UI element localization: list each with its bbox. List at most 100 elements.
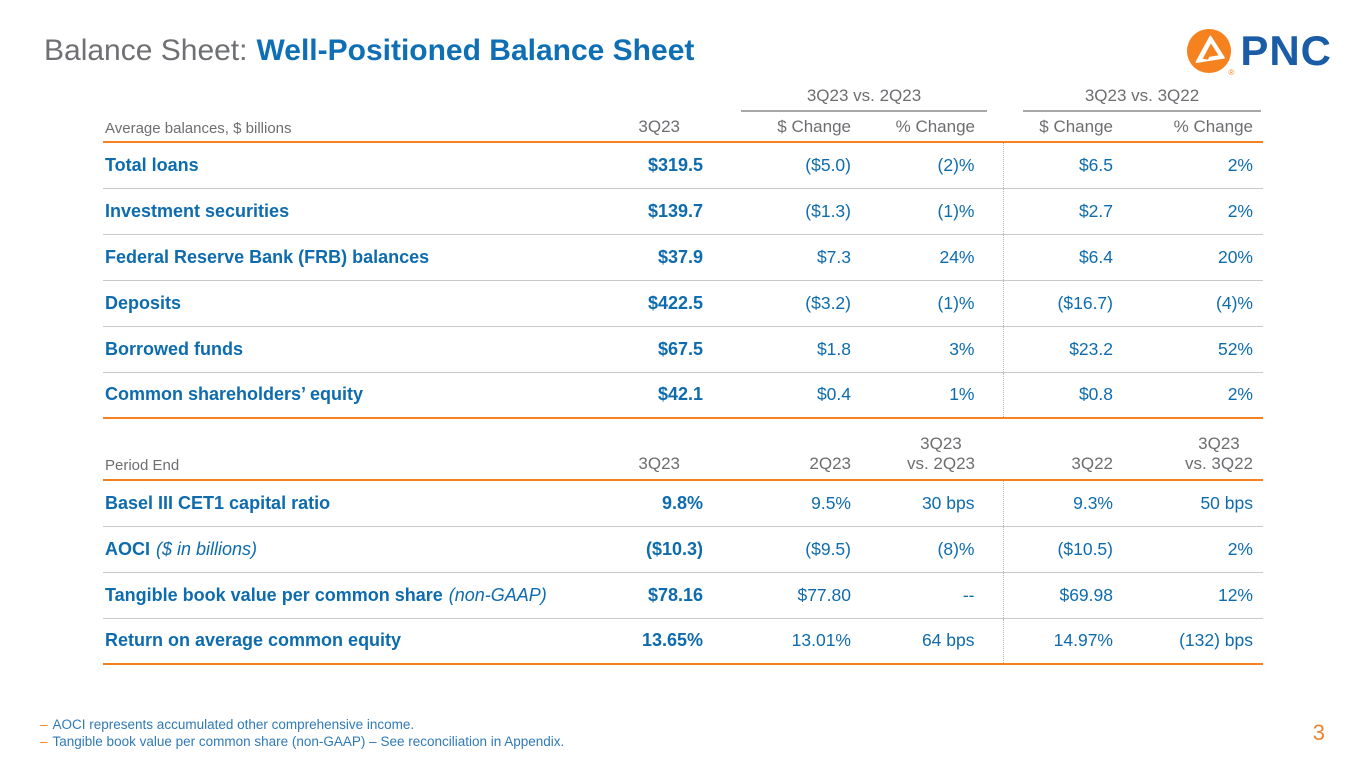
table-row: Total loans $319.5 ($5.0) (2)% $6.5 2% [103,142,1263,188]
table-row: Investment securities $139.7 ($1.3) (1)%… [103,187,1263,234]
cell-dollar-change-yoy: $0.8 [1002,371,1115,419]
cell-3q23: $139.7 [578,187,705,234]
col-header-3q23: 3Q23 [578,428,705,481]
pnc-logo-text: PNC [1240,27,1332,74]
cell-2q23: $77.80 [705,571,853,618]
cell-3q22: 9.3% [1002,480,1115,526]
page-title: Balance Sheet: Well-Positioned Balance Sh… [44,34,694,68]
cell-3q23: ($10.3) [578,525,705,572]
cell-dollar-change-yoy: $6.4 [1002,233,1115,280]
col-header-vs-3q22-line1: 3Q23 [1198,433,1240,453]
cell-pct-change-yoy: 52% [1115,325,1263,372]
col-header-2q23: 2Q23 [705,428,853,481]
row-label: Investment securities [103,187,578,234]
row-label: AOCI [105,538,150,559]
row-label: Tangible book value per common share [105,584,443,605]
cell-dollar-change-yoy: ($16.7) [1002,279,1115,326]
cell-vs-3q22: (132) bps [1115,617,1263,665]
cell-pct-change-qoq: 3% [853,325,1003,372]
footnotes: – AOCI represents accumulated other compr… [40,717,564,750]
cell-dollar-change-yoy: $6.5 [1002,142,1115,188]
col-header-pct-change-qoq: % Change [853,112,1003,143]
cell-vs-2q23: (8)% [853,525,1003,572]
cell-3q22: 14.97% [1002,617,1115,665]
pnc-logo-icon: ® [1186,28,1235,77]
cell-3q22: $69.98 [1002,571,1115,618]
cell-3q23: $37.9 [578,233,705,280]
group-header-yoy: 3Q23 vs. 3Q22 [1023,86,1261,112]
table-row: Tangible book value per common share (non… [103,571,1263,618]
title-headline: Well-Positioned Balance Sheet [256,34,695,67]
cell-pct-change-qoq: 1% [853,371,1003,419]
cell-pct-change-yoy: 20% [1115,233,1263,280]
col-header-vs-3q22-line2: vs. 3Q22 [1184,453,1253,473]
col-header-3q22: 3Q22 [1003,428,1115,481]
col-header-dollar-change-qoq: $ Change [705,112,853,143]
cell-pct-change-yoy: 2% [1227,154,1253,175]
cell-dollar-change-yoy: $23.2 [1002,325,1115,372]
row-label: Total loans [105,154,199,175]
footnote: – Tangible book value per common share (n… [40,734,564,751]
cell-vs-3q22: 50 bps [1200,492,1253,513]
row-label: Deposits [103,279,578,326]
cell-3q23: $78.16 [578,571,705,618]
cell-pct-change-yoy: 2% [1115,371,1263,419]
row-label-note: (non-GAAP) [448,584,547,605]
cell-dollar-change-qoq: ($5.0) [805,154,851,175]
table-row: AOCI ($ in billions) ($10.3) ($9.5) (8)% … [103,525,1263,572]
col-header-dollar-change-yoy: $ Change [1003,112,1115,143]
row-label: Return on average common equity [105,630,402,651]
table-row: Common shareholders’ equity $42.1 $0.4 1… [103,371,1263,419]
footnote: – AOCI represents accumulated other compr… [40,717,564,734]
cell-dollar-change-qoq: $1.8 [705,325,853,372]
column-header-row: Average balances, $ billions 3Q23 $ Chan… [103,112,1263,143]
cell-pct-change-qoq: (1)% [853,187,1003,234]
cell-vs-2q23: 64 bps [853,617,1003,665]
cell-dollar-change-qoq: $7.3 [705,233,853,280]
cell-3q23: $422.5 [578,279,705,326]
column-header-row: Period End 3Q23 2Q23 3Q23 vs. 2Q23 3Q22 … [103,428,1263,481]
cell-vs-2q23: 30 bps [921,492,975,513]
col-header-vs-2q23: 3Q23 vs. 2Q23 [853,428,1003,481]
row-label: Basel III CET1 capital ratio [105,492,331,513]
registered-mark: ® [1228,68,1235,77]
row-label: Common shareholders’ equity [103,371,578,419]
cell-2q23: ($9.5) [705,525,853,572]
cell-3q23: $42.1 [578,371,705,419]
footnote-text: AOCI represents accumulated other compre… [52,717,415,732]
col-header-pct-change-yoy: % Change [1115,112,1263,143]
cell-3q22: ($10.5) [1002,525,1115,572]
col-header-3q23: 3Q23 [578,112,705,143]
cell-pct-change-qoq: (2)% [937,154,975,175]
col-header-vs-2q23-line1: 3Q23 [920,433,962,453]
cell-pct-change-yoy: (4)% [1115,279,1263,326]
row-label-note: ($ in billions) [156,538,258,559]
cell-vs-2q23: -- [853,571,1003,618]
table-row: Basel III CET1 capital ratio 9.8% 9.5% 3… [103,480,1263,526]
cell-dollar-change-qoq: ($3.2) [705,279,853,326]
footnote-dash: – [40,717,48,732]
cell-pct-change-yoy: 2% [1115,187,1263,234]
group-header-qoq: 3Q23 vs. 2Q23 [741,86,987,112]
cell-3q23: 13.65% [578,617,705,665]
col-header-vs-3q22: 3Q23 vs. 3Q22 [1115,428,1263,481]
cell-3q23: $319.5 [647,154,703,175]
cell-dollar-change-qoq: ($1.3) [705,187,853,234]
row-label: Borrowed funds [103,325,578,372]
row-label: Federal Reserve Bank (FRB) balances [103,233,578,280]
cell-3q23: $67.5 [578,325,705,372]
table-caption: Average balances, $ billions [103,112,578,143]
table-row: Borrowed funds $67.5 $1.8 3% $23.2 52% [103,325,1263,372]
cell-2q23: 13.01% [705,617,853,665]
table-row: Federal Reserve Bank (FRB) balances $37.… [103,233,1263,280]
group-header-row: 3Q23 vs. 2Q23 3Q23 vs. 3Q22 [103,84,1263,112]
period-end-table: Period End 3Q23 2Q23 3Q23 vs. 2Q23 3Q22 … [103,428,1263,665]
cell-vs-3q22: 2% [1115,525,1263,572]
cell-2q23: 9.5% [811,492,851,513]
cell-vs-3q22: 12% [1115,571,1263,618]
title-section: Balance Sheet: [44,34,248,67]
pnc-logo: ® PNC [1186,27,1332,77]
cell-dollar-change-qoq: $0.4 [705,371,853,419]
footnote-text: Tangible book value per common share (no… [52,733,565,749]
